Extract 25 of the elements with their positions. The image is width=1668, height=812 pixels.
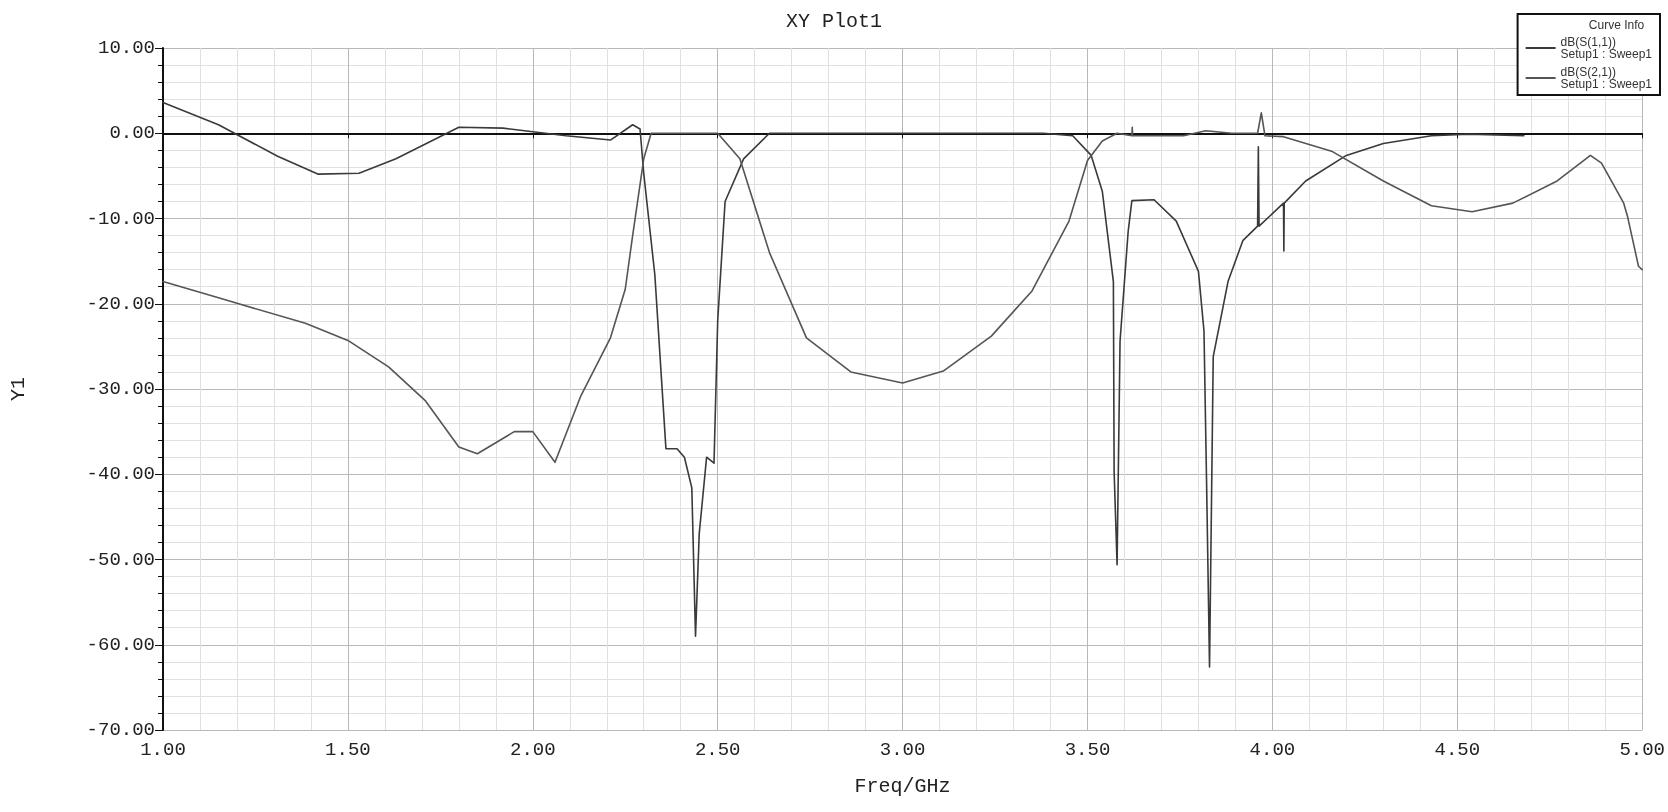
legend-title: Curve Info xyxy=(1588,18,1645,32)
y-tick-label: 10.00 xyxy=(97,37,155,59)
y-tick-label: -50.00 xyxy=(86,548,155,571)
y-tick-label: 0.00 xyxy=(109,122,155,145)
x-tick-label: 5.00 xyxy=(1619,738,1665,761)
x-axis-title: Freq/GHz xyxy=(854,774,951,798)
x-tick-label: 2.00 xyxy=(509,738,556,761)
y-axis-title: Y1 xyxy=(6,376,30,402)
legend-label: dB(S(2,1)) Setup1 : Sweep1 xyxy=(1560,65,1653,91)
y-tick-label: -40.00 xyxy=(86,463,155,486)
x-tick-label: 3.00 xyxy=(879,738,926,761)
x-tick-label: 1.00 xyxy=(140,738,186,761)
y-tick-label: -70.00 xyxy=(86,719,155,741)
x-tick-label: 2.50 xyxy=(694,738,741,761)
legend-label: dB(S(1,1)) Setup1 : Sweep1 xyxy=(1560,35,1653,61)
chart-title: XY Plot1 xyxy=(785,9,883,33)
y-tick-label: -60.00 xyxy=(86,633,155,656)
x-tick-label: 3.50 xyxy=(1064,738,1111,761)
y-tick-label: -10.00 xyxy=(86,207,155,230)
x-tick-label: 4.50 xyxy=(1434,738,1481,761)
line-series xyxy=(162,101,1525,668)
x-tick-label: 4.00 xyxy=(1249,738,1296,761)
y-tick-label: -20.00 xyxy=(86,292,155,315)
y-tick-label: -30.00 xyxy=(86,378,155,400)
x-tick-label: 1.50 xyxy=(325,738,371,761)
